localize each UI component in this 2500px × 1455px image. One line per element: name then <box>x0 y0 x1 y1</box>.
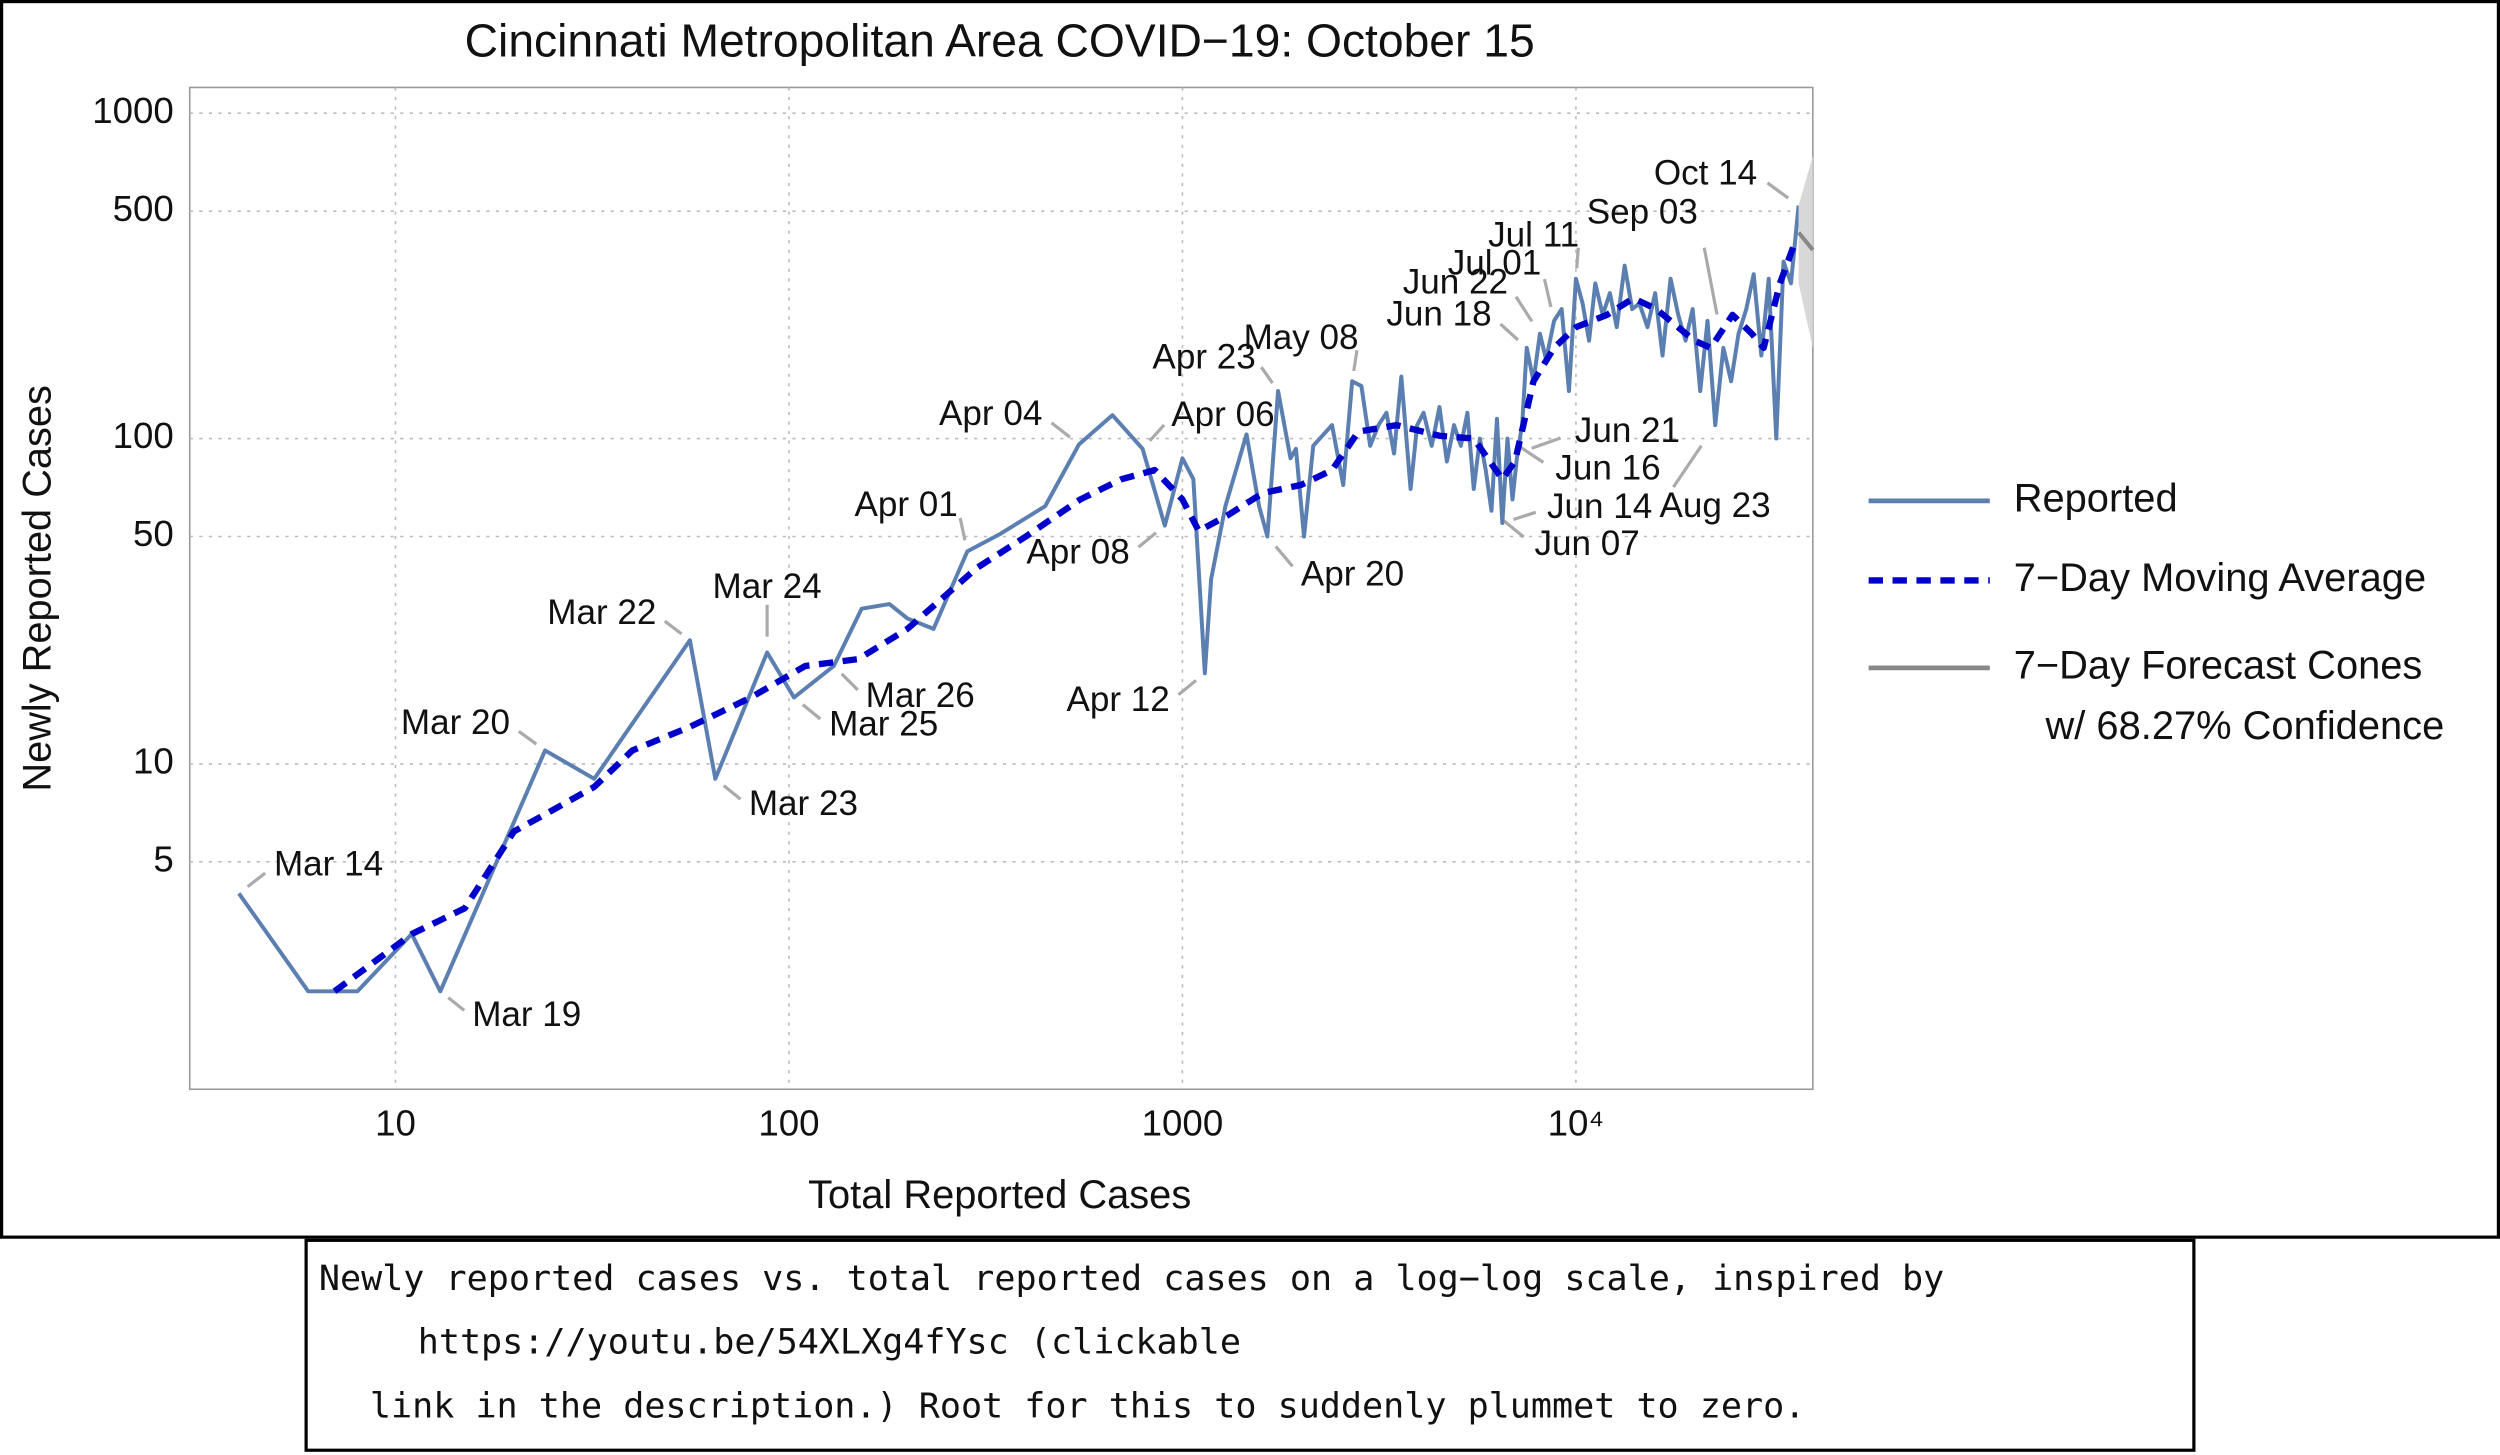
y-tick-label: 100 <box>113 415 174 456</box>
annotation-leader <box>1352 350 1359 372</box>
annotation-label: Apr 06 <box>1171 395 1274 434</box>
annotation-leader <box>1499 322 1520 342</box>
annotation-label: Jun 18 <box>1386 294 1491 333</box>
annotation-label: Jul 01 <box>1448 244 1542 283</box>
annotation-leader <box>1050 421 1071 439</box>
annotation-leader <box>722 784 742 801</box>
annotation-label: Jun 21 <box>1575 411 1680 450</box>
annotation-leader <box>1274 545 1294 568</box>
annotation-label: Apr 08 <box>1026 533 1129 572</box>
annotation-label: Apr 20 <box>1301 555 1404 594</box>
annotation-leader <box>1514 295 1534 323</box>
annotation-label: Apr 04 <box>939 394 1042 433</box>
y-tick-label: 5 <box>153 839 173 880</box>
annotation-leader <box>1148 423 1166 442</box>
annotation-label: Jun 14 <box>1547 487 1652 526</box>
annotation-label: Jul 11 <box>1488 216 1579 255</box>
annotation-label: Mar 25 <box>829 704 938 743</box>
caption-line: link in the description.) Root for this … <box>370 1385 1805 1426</box>
annotation-label: Mar 19 <box>472 995 581 1034</box>
annotation-leader <box>1542 278 1553 308</box>
annotation-leader <box>801 703 822 721</box>
x-tick-label: 10 <box>375 1103 416 1144</box>
annotation-leader <box>1260 366 1274 384</box>
annotation-label: Oct 14 <box>1654 154 1757 193</box>
annotation-leader <box>1518 445 1545 464</box>
annotation-label: Mar 24 <box>713 567 822 606</box>
annotation-leader <box>246 871 267 888</box>
y-tick-label: 1000 <box>92 90 174 131</box>
annotation-leader <box>663 619 683 636</box>
y-tick-label: 50 <box>133 513 174 554</box>
x-tick-label: 10⁴ <box>1548 1103 1605 1144</box>
annotation-leader <box>1137 531 1158 549</box>
legend-label: 7−Day Moving Average <box>2014 556 2426 600</box>
annotation-leader <box>1512 510 1537 521</box>
plot-background <box>188 86 1814 1091</box>
x-tick-label: 100 <box>758 1103 819 1144</box>
annotation-label: Jun 22 <box>1403 263 1508 302</box>
annotation-leader <box>1672 444 1703 489</box>
annotation-leader <box>1766 181 1790 200</box>
annotation-label: May 08 <box>1244 318 1359 357</box>
annotation-label: Apr 01 <box>854 485 957 524</box>
annotation-label: Jun 16 <box>1555 449 1660 488</box>
series-line <box>1797 231 1815 252</box>
x-axis-label: Total Reported Cases <box>808 1173 1191 1217</box>
annotation-label: Jun 07 <box>1534 524 1639 563</box>
annotation-leader <box>1575 247 1580 269</box>
caption-line: Newly reported cases vs. total reported … <box>319 1258 1944 1299</box>
annotation-leader <box>447 996 466 1012</box>
caption-box <box>304 1238 2196 1452</box>
series-line <box>237 205 1801 994</box>
caption-line: https://youtu.be/54XLXg4fYsc (clickable <box>418 1322 1241 1363</box>
annotation-label: Mar 23 <box>749 784 858 823</box>
legend-label: Reported <box>2014 476 2178 520</box>
x-tick-label: 1000 <box>1142 1103 1224 1144</box>
annotation-leader <box>1501 518 1525 539</box>
annotation-label: Mar 14 <box>274 845 383 884</box>
annotation-label: Mar 26 <box>866 676 975 715</box>
y-tick-label: 500 <box>113 188 174 229</box>
annotation-label: Apr 23 <box>1152 338 1255 377</box>
legend-label: 7−Day Forecast Cones <box>2014 643 2423 687</box>
annotation-leader <box>1702 247 1719 315</box>
series-line <box>332 241 1798 994</box>
y-tick-label: 10 <box>133 741 174 782</box>
legend-note: w/ 68.27% Confidence <box>2045 704 2445 748</box>
chart-title: Cincinnati Metropolitan Area COVID−19: O… <box>465 15 1535 67</box>
annotation-label: Apr 12 <box>1066 680 1169 719</box>
caption: Newly reported cases vs. total reported … <box>319 1258 1944 1426</box>
annotation-leader <box>1531 436 1561 450</box>
annotation-label: Sep 03 <box>1587 193 1698 232</box>
annotation-leader <box>1177 679 1198 696</box>
annotation-label: Aug 23 <box>1659 486 1770 525</box>
annotation-leader <box>958 517 967 541</box>
annotation-label: Mar 20 <box>401 703 510 742</box>
forecast-cone <box>1798 155 1813 348</box>
annotation-leader <box>840 672 859 691</box>
y-axis-label: Newly Reported Cases <box>15 385 59 791</box>
annotation-label: Mar 22 <box>547 593 656 632</box>
annotation-leader <box>517 730 538 746</box>
